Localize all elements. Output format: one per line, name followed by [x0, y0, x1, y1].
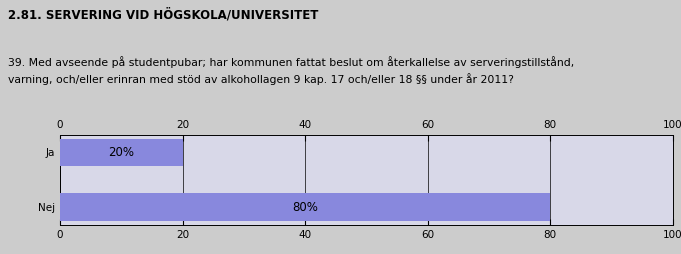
Text: 2.81. SERVERING VID HÖGSKOLA/UNIVERSITET: 2.81. SERVERING VID HÖGSKOLA/UNIVERSITET — [8, 8, 319, 21]
Text: 80%: 80% — [292, 200, 318, 214]
Bar — [60, 139, 183, 166]
Text: 39. Med avseende på studentpubar; har kommunen fattat beslut om återkallelse av : 39. Med avseende på studentpubar; har ko… — [8, 56, 574, 85]
Text: 20%: 20% — [108, 146, 134, 159]
Bar — [60, 193, 550, 221]
